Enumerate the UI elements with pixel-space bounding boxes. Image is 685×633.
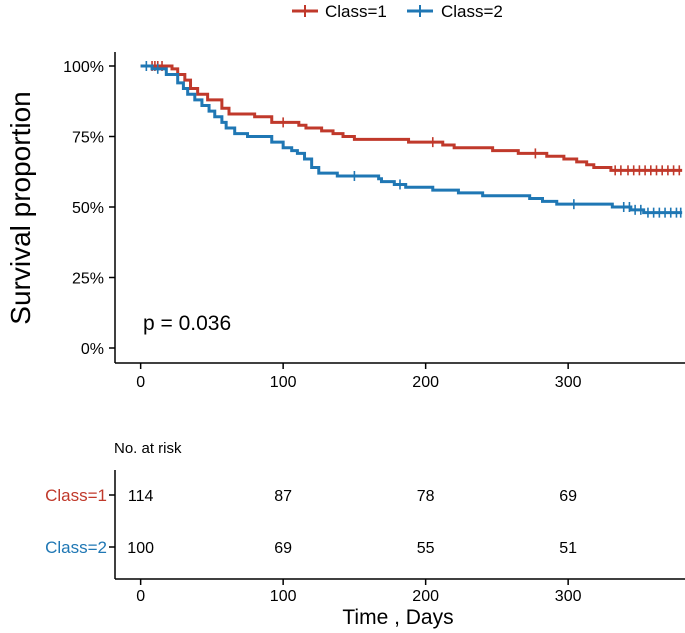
y-tick-label: 0% (81, 341, 104, 358)
risk-count-class1: 87 (274, 488, 292, 505)
risk-count-class1: 69 (559, 488, 577, 505)
risk-count-class2: 55 (417, 540, 435, 557)
legend: Class=1 Class=2 (292, 2, 503, 21)
risk-group-label-class1: Class=1 (45, 486, 107, 505)
risk-x-ticks: 0 100 200 300 (136, 579, 582, 605)
y-axis-title: Survival proportion (5, 91, 36, 324)
risk-x-tick-label: 300 (555, 588, 582, 605)
risk-x-tick-label: 0 (136, 588, 145, 605)
p-value-annotation: p = 0.036 (143, 312, 231, 335)
risk-count-class1: 114 (128, 488, 154, 505)
risk-count-class2: 51 (559, 540, 577, 557)
risk-x-tick-label: 100 (270, 588, 297, 605)
y-tick-label: 100% (63, 59, 104, 76)
y-ticks: 0% 25% 50% 75% 100% (63, 59, 115, 358)
risk-count-class2: 69 (274, 540, 292, 557)
x-tick-label: 0 (136, 374, 145, 391)
risk-count-class2: 100 (127, 540, 154, 557)
legend-key-class2 (407, 5, 433, 17)
risk-group-label-class2: Class=2 (45, 538, 107, 557)
survival-curve-class1 (140, 64, 683, 172)
x-axis-title: Time , Days (342, 606, 453, 629)
risk-count-class1: 78 (417, 488, 435, 505)
x-ticks: 0 100 200 300 (136, 363, 582, 391)
y-tick-label: 50% (72, 200, 104, 217)
y-tick-label: 75% (72, 130, 104, 147)
legend-label-class2: Class=2 (441, 2, 503, 21)
legend-label-class1: Class=1 (325, 2, 387, 21)
legend-key-class1 (292, 5, 318, 17)
risk-x-tick-label: 200 (412, 588, 439, 605)
x-tick-label: 200 (412, 374, 439, 391)
survival-curve-class2 (140, 64, 683, 215)
risk-table-rows: Class=1 114 87 78 69 Class=2 100 69 55 51 (45, 486, 577, 557)
x-tick-label: 300 (555, 374, 582, 391)
risk-table-title: No. at risk (114, 440, 182, 457)
x-tick-label: 100 (270, 374, 297, 391)
survival-curves (140, 61, 683, 218)
y-tick-label: 25% (72, 271, 104, 288)
